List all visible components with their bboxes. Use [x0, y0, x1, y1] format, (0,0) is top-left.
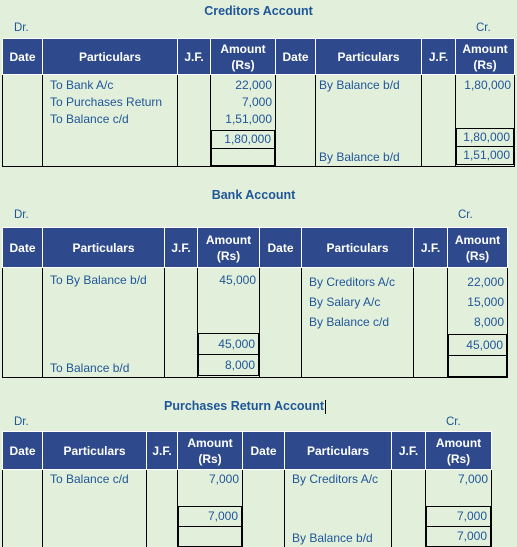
- header-date: Date: [2, 227, 43, 268]
- entry-amount: 15,000: [467, 295, 504, 309]
- header-particulars: Particulars: [315, 38, 422, 75]
- header-date: Date: [2, 38, 43, 75]
- entry-amount: 7,000: [208, 472, 239, 486]
- purchases-return-dr-label: Dr.: [14, 416, 29, 428]
- entry-particulars: To Balance c/d: [50, 472, 129, 486]
- credit-particulars-cell: By Creditors A/c By Salary A/c By Balanc…: [301, 267, 414, 377]
- debit-date-cell: [2, 74, 43, 166]
- entry-amount: 22,000: [467, 275, 504, 289]
- bd-particulars: By Balance b/d: [319, 150, 400, 164]
- header-jf: J.F.: [413, 227, 448, 268]
- debit-particulars-cell: To Balance c/d: [42, 469, 147, 547]
- entry-particulars: To Bank A/c: [50, 78, 114, 92]
- credit-particulars-cell: By Balance b/d By Balance b/d: [315, 74, 422, 166]
- debit-total: 45,000: [198, 333, 259, 355]
- credit-date-cell: [242, 469, 285, 547]
- header-amount: Amount (Rs): [455, 38, 515, 75]
- header-amount: Amount (Rs): [177, 431, 243, 470]
- empty-total-box: [178, 527, 242, 547]
- header-amount: Amount (Rs): [447, 227, 508, 268]
- credit-amount-cell: 1,80,000 1,80,000 1,51,000: [455, 74, 515, 166]
- header-particulars: Particulars: [42, 227, 165, 268]
- debit-particulars-cell: To Bank A/c To Purchases Return To Balan…: [42, 74, 178, 166]
- debit-amount-cell: 22,000 7,000 1,51,000 1,80,000: [210, 74, 276, 166]
- debit-jf-cell: [177, 74, 211, 166]
- debit-jf-cell: [164, 267, 198, 377]
- credit-total: 1,80,000: [456, 128, 514, 147]
- header-date: Date: [275, 38, 316, 75]
- purchases-return-title-text: Purchases Return Account: [164, 399, 324, 413]
- text-cursor: [325, 399, 326, 414]
- bd-amount: 1,51,000: [456, 147, 514, 165]
- bank-title: Bank Account: [211, 188, 296, 202]
- entry-amount: 45,000: [219, 273, 256, 287]
- bd-particulars: By Balance b/d: [292, 531, 373, 545]
- entry-particulars: By Balance c/d: [309, 315, 390, 329]
- header-jf: J.F.: [177, 38, 211, 75]
- credit-total: 7,000: [426, 506, 491, 527]
- bank-dr-label: Dr.: [14, 209, 29, 221]
- header-particulars: Particulars: [284, 431, 392, 470]
- entry-amount: 7,000: [241, 95, 272, 109]
- credit-jf-cell: [391, 469, 426, 547]
- entry-amount: 1,51,000: [225, 112, 272, 126]
- header-date: Date: [242, 431, 285, 470]
- header-jf: J.F.: [421, 38, 456, 75]
- header-date: Date: [2, 431, 43, 470]
- debit-date-cell: [2, 267, 43, 377]
- credit-date-cell: [275, 74, 316, 166]
- credit-date-cell: [259, 267, 302, 377]
- credit-total: 45,000: [448, 334, 507, 356]
- header-amount: Amount (Rs): [210, 38, 276, 75]
- entry-particulars: To Balance c/d: [50, 112, 129, 126]
- entry-particulars: By Creditors A/c: [292, 472, 379, 486]
- header-particulars: Particulars: [42, 431, 147, 470]
- debit-total: 7,000: [178, 506, 242, 527]
- credit-amount-cell: 22,000 15,000 8,000 45,000: [447, 267, 508, 377]
- header-particulars: Particulars: [42, 38, 178, 75]
- creditors-title: Creditors Account: [204, 4, 313, 18]
- entry-amount: 7,000: [457, 472, 488, 486]
- bd-amount: 7,000: [426, 527, 491, 547]
- empty-total-box: [448, 356, 507, 377]
- creditors-dr-label: Dr.: [14, 22, 29, 34]
- debit-date-cell: [2, 469, 43, 547]
- creditors-cr-label: Cr.: [476, 22, 491, 34]
- entry-particulars: By Creditors A/c: [309, 275, 396, 289]
- header-particulars: Particulars: [301, 227, 414, 268]
- creditors-table: Date Particulars J.F. Amount (Rs) Date P…: [2, 38, 515, 167]
- debit-amount-cell: 45,000 45,000 8,000: [197, 267, 260, 377]
- entry-particulars: To By Balance b/d: [50, 273, 147, 287]
- debit-jf-cell: [146, 469, 178, 547]
- credit-jf-cell: [421, 74, 456, 166]
- credit-jf-cell: [413, 267, 448, 377]
- debit-amount-cell: 7,000 7,000: [177, 469, 243, 547]
- empty-total-box: [211, 149, 275, 166]
- bd-amount: 8,000: [198, 355, 259, 376]
- purchases-return-cr-label: Cr.: [446, 416, 461, 428]
- debit-particulars-cell: To By Balance b/d To Balance b/d: [42, 267, 165, 377]
- credit-amount-cell: 7,000 7,000 7,000: [425, 469, 492, 547]
- purchases-return-title: Purchases Return Account: [0, 399, 490, 414]
- entry-amount: 1,80,000: [464, 78, 511, 92]
- bank-table: Date Particulars J.F. Amount (Rs) Date P…: [2, 227, 508, 378]
- entry-amount: 22,000: [235, 78, 272, 92]
- header-amount: Amount (Rs): [425, 431, 492, 470]
- debit-total: 1,80,000: [211, 130, 275, 149]
- bank-cr-label: Cr.: [458, 209, 473, 221]
- header-jf: J.F.: [146, 431, 178, 470]
- header-date: Date: [259, 227, 302, 268]
- header-amount: Amount (Rs): [197, 227, 260, 268]
- entry-particulars: By Balance b/d: [319, 78, 400, 92]
- header-jf: J.F.: [164, 227, 198, 268]
- purchases-return-table: Date Particulars J.F. Amount (Rs) Date P…: [2, 431, 492, 547]
- credit-particulars-cell: By Creditors A/c By Balance b/d: [284, 469, 392, 547]
- header-jf: J.F.: [391, 431, 426, 470]
- entry-amount: 8,000: [473, 315, 504, 329]
- bd-particulars: To Balance b/d: [50, 361, 130, 375]
- entry-particulars: To Purchases Return: [50, 95, 163, 109]
- entry-particulars: By Salary A/c: [309, 295, 381, 309]
